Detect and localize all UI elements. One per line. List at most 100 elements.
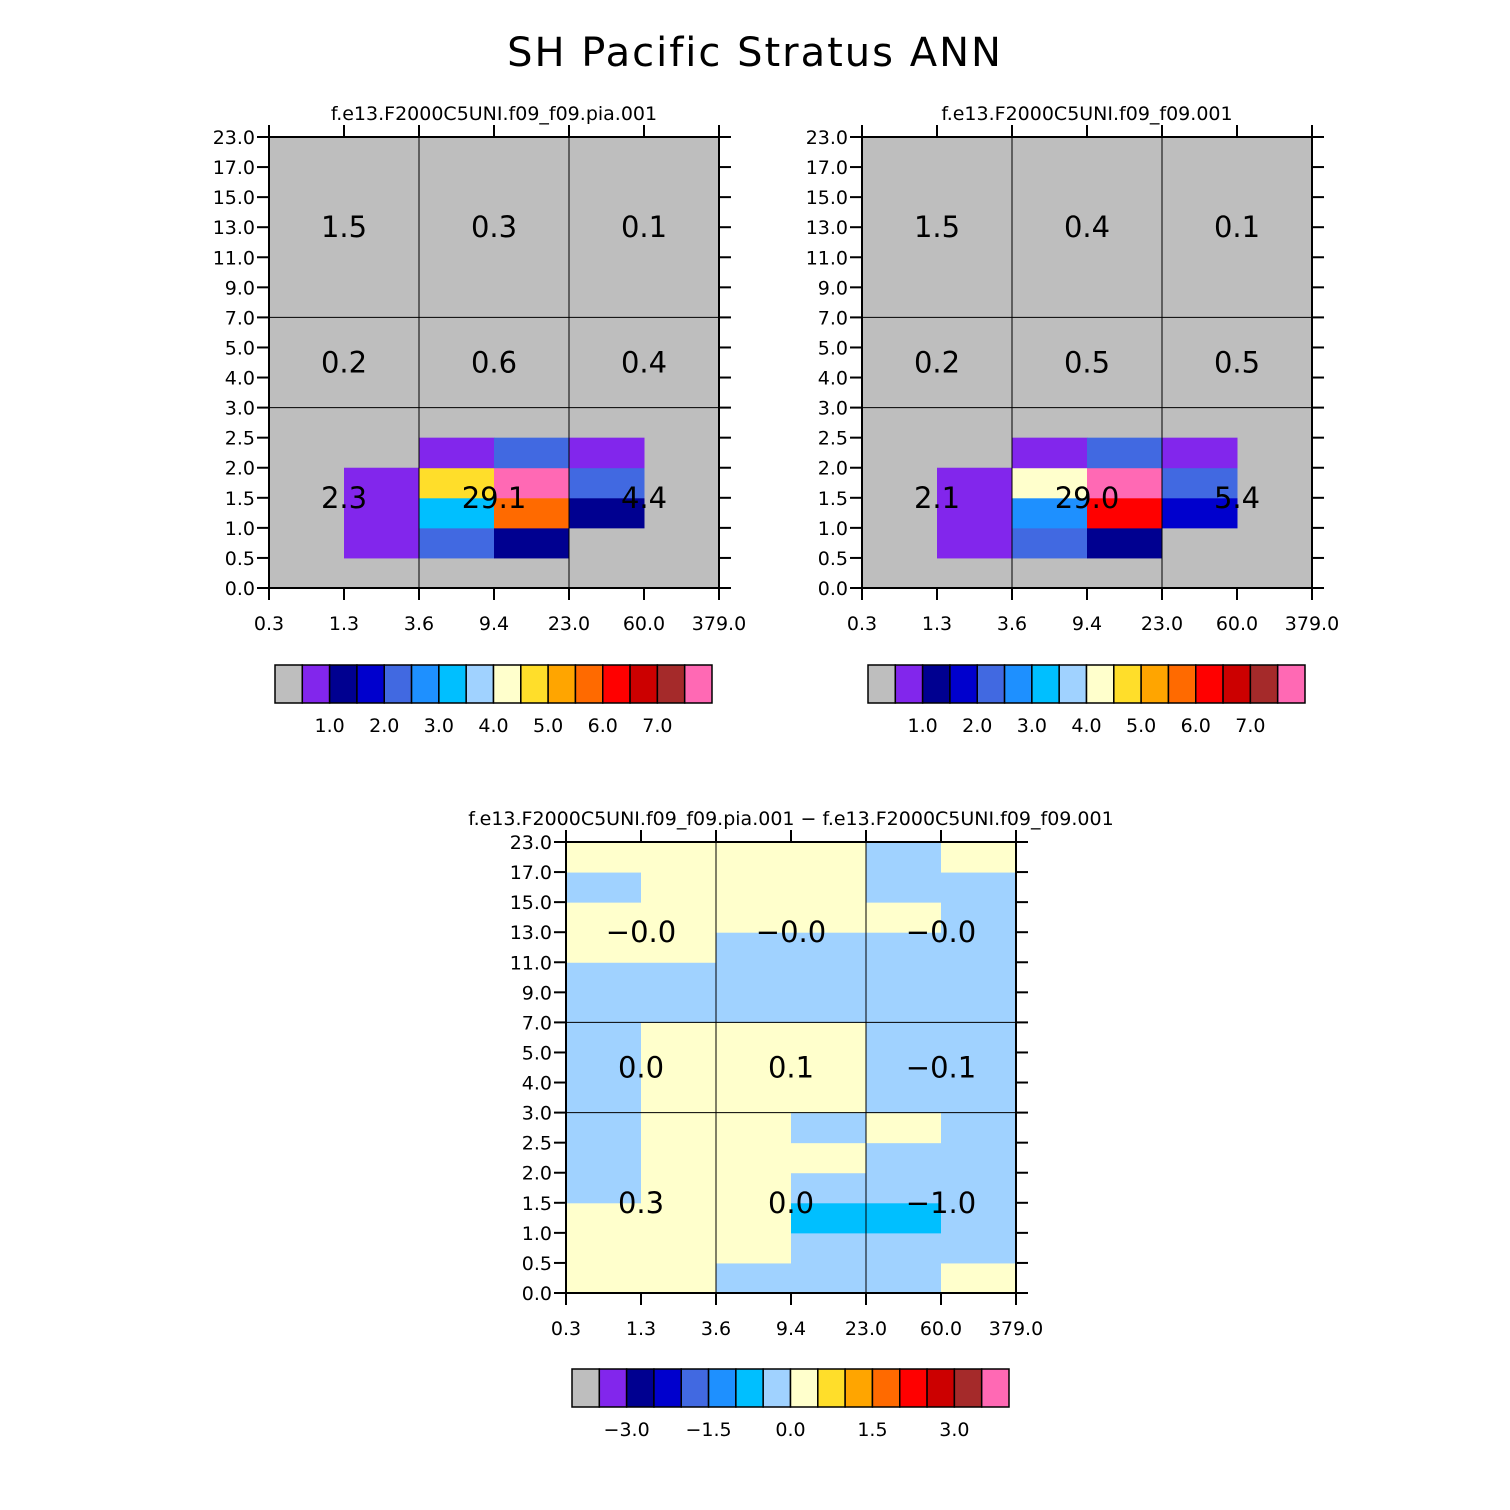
heatmap-cell bbox=[566, 1082, 642, 1114]
heatmap-cell bbox=[866, 842, 942, 873]
heatmap-cell bbox=[641, 842, 717, 873]
y-tick-label: 0.0 bbox=[225, 578, 255, 600]
group-value-label: −0.1 bbox=[906, 1051, 976, 1085]
group-value-label: 0.1 bbox=[1214, 210, 1260, 244]
heatmap-cell bbox=[866, 932, 942, 963]
heatmap-cell bbox=[494, 467, 570, 499]
colorbar: 1.0 2.0 3.0 4.0 5.0 6.0 7.0 bbox=[867, 664, 1306, 737]
heatmap-cell bbox=[494, 437, 570, 469]
heatmap-cell bbox=[791, 1142, 867, 1174]
colorbar-swatch bbox=[656, 664, 686, 704]
heatmap-cell bbox=[566, 1202, 642, 1234]
colorbar-label: 5.0 bbox=[533, 715, 563, 737]
colorbar-swatch bbox=[410, 664, 440, 704]
heatmap-cell bbox=[716, 842, 792, 873]
heatmap-cell bbox=[941, 1052, 1017, 1084]
heatmap-cell bbox=[641, 1052, 717, 1084]
colorbar-label: 0.0 bbox=[775, 1419, 805, 1441]
heatmap-cell bbox=[419, 497, 495, 529]
y-tick-label: 4.0 bbox=[225, 368, 255, 390]
heatmap-cell bbox=[1162, 437, 1238, 469]
heatmap-cell bbox=[866, 1112, 942, 1144]
group-value-label: 0.5 bbox=[1214, 346, 1260, 380]
heatmap-cell bbox=[566, 1142, 642, 1174]
colorbar-swatch bbox=[953, 1368, 983, 1408]
heatmap-cell bbox=[641, 1232, 717, 1264]
heatmap-cell bbox=[941, 1112, 1017, 1144]
group-value-label: 0.4 bbox=[1064, 210, 1110, 244]
x-tick-label: 1.3 bbox=[329, 613, 359, 635]
y-tick-label: 5.0 bbox=[225, 337, 255, 359]
colorbar-label: 6.0 bbox=[588, 715, 618, 737]
heatmap-cell bbox=[716, 1082, 792, 1114]
colorbar-label: 3.0 bbox=[939, 1419, 969, 1441]
heatmap-cell bbox=[716, 1022, 792, 1053]
heatmap-cell bbox=[866, 1052, 942, 1084]
heatmap-cell bbox=[716, 932, 792, 963]
colorbar-swatch bbox=[1276, 664, 1306, 704]
heatmap-cell bbox=[1012, 467, 1088, 499]
heatmap-cell bbox=[941, 842, 1017, 873]
colorbar-swatch bbox=[707, 1368, 737, 1408]
group-value-label: 2.3 bbox=[321, 481, 367, 515]
heatmap-cell bbox=[941, 1022, 1017, 1053]
heatmap-cell bbox=[566, 1022, 642, 1053]
x-tick-label: 379.0 bbox=[692, 613, 746, 635]
y-tick-label: 3.0 bbox=[522, 1103, 552, 1125]
x-tick-label: 0.3 bbox=[254, 613, 284, 635]
y-tick-label: 9.0 bbox=[818, 277, 848, 299]
heatmap-cell bbox=[716, 1262, 792, 1294]
group-value-label: −0.0 bbox=[906, 915, 976, 949]
heatmap-cell bbox=[566, 1112, 642, 1144]
heatmap-cell bbox=[866, 1262, 942, 1294]
colorbar: 1.0 2.0 3.0 4.0 5.0 6.0 7.0 bbox=[274, 664, 713, 737]
colorbar-label: −3.0 bbox=[604, 1419, 650, 1441]
heatmap-cell bbox=[569, 437, 645, 469]
x-tick-label: 0.3 bbox=[847, 613, 877, 635]
heatmap-cell bbox=[791, 1112, 867, 1144]
heatmap-cell bbox=[1012, 527, 1088, 559]
colorbar-swatch bbox=[762, 1368, 792, 1408]
group-value-label: 0.3 bbox=[618, 1186, 664, 1220]
y-tick-label: 7.0 bbox=[818, 307, 848, 329]
group-value-label: 1.5 bbox=[914, 210, 960, 244]
colorbar-label: 3.0 bbox=[1017, 715, 1047, 737]
heatmap-cell bbox=[1087, 497, 1163, 529]
colorbar-label: 1.0 bbox=[908, 715, 938, 737]
heatmap-cell bbox=[1012, 497, 1088, 529]
heatmap-cell bbox=[866, 1202, 942, 1234]
colorbar-swatch bbox=[653, 1368, 682, 1408]
heatmap-cell bbox=[941, 872, 1017, 903]
heatmap-cell bbox=[941, 992, 1017, 1023]
colorbar-swatch bbox=[1140, 664, 1170, 704]
heatmap-cell bbox=[866, 1022, 942, 1053]
y-tick-label: 2.5 bbox=[225, 428, 255, 450]
group-value-label: 0.3 bbox=[471, 210, 517, 244]
heatmap-cell bbox=[791, 842, 867, 873]
colorbar-swatch bbox=[629, 664, 659, 704]
heatmap-cell bbox=[641, 902, 717, 933]
y-tick-label: 17.0 bbox=[806, 157, 848, 179]
y-tick-label: 0.5 bbox=[818, 548, 848, 570]
x-tick-label: 23.0 bbox=[1141, 613, 1183, 635]
colorbar-swatch bbox=[680, 1368, 710, 1408]
x-tick-label: 9.4 bbox=[1072, 613, 1102, 635]
colorbar-swatch bbox=[520, 664, 549, 704]
colorbar-swatch bbox=[602, 664, 631, 704]
colorbar-label: 1.5 bbox=[857, 1419, 887, 1441]
heatmap-cell bbox=[791, 1022, 867, 1053]
x-tick-label: 60.0 bbox=[623, 613, 665, 635]
colorbar-swatch bbox=[980, 1368, 1010, 1408]
colorbar-swatch bbox=[328, 664, 358, 704]
group-value-label: 0.0 bbox=[618, 1051, 664, 1085]
heatmap-cell bbox=[791, 1172, 867, 1204]
page-title: SH Pacific Stratus ANN bbox=[507, 30, 1003, 76]
colorbar-swatch bbox=[571, 1368, 601, 1408]
y-tick-label: 3.0 bbox=[225, 398, 255, 420]
colorbar-label: 2.0 bbox=[369, 715, 399, 737]
colorbar-swatch bbox=[625, 1368, 655, 1408]
colorbar-swatch bbox=[438, 664, 467, 704]
group-value-label: 0.2 bbox=[321, 346, 367, 380]
heatmap-cell bbox=[716, 1202, 792, 1234]
y-tick-label: 23.0 bbox=[806, 127, 848, 149]
